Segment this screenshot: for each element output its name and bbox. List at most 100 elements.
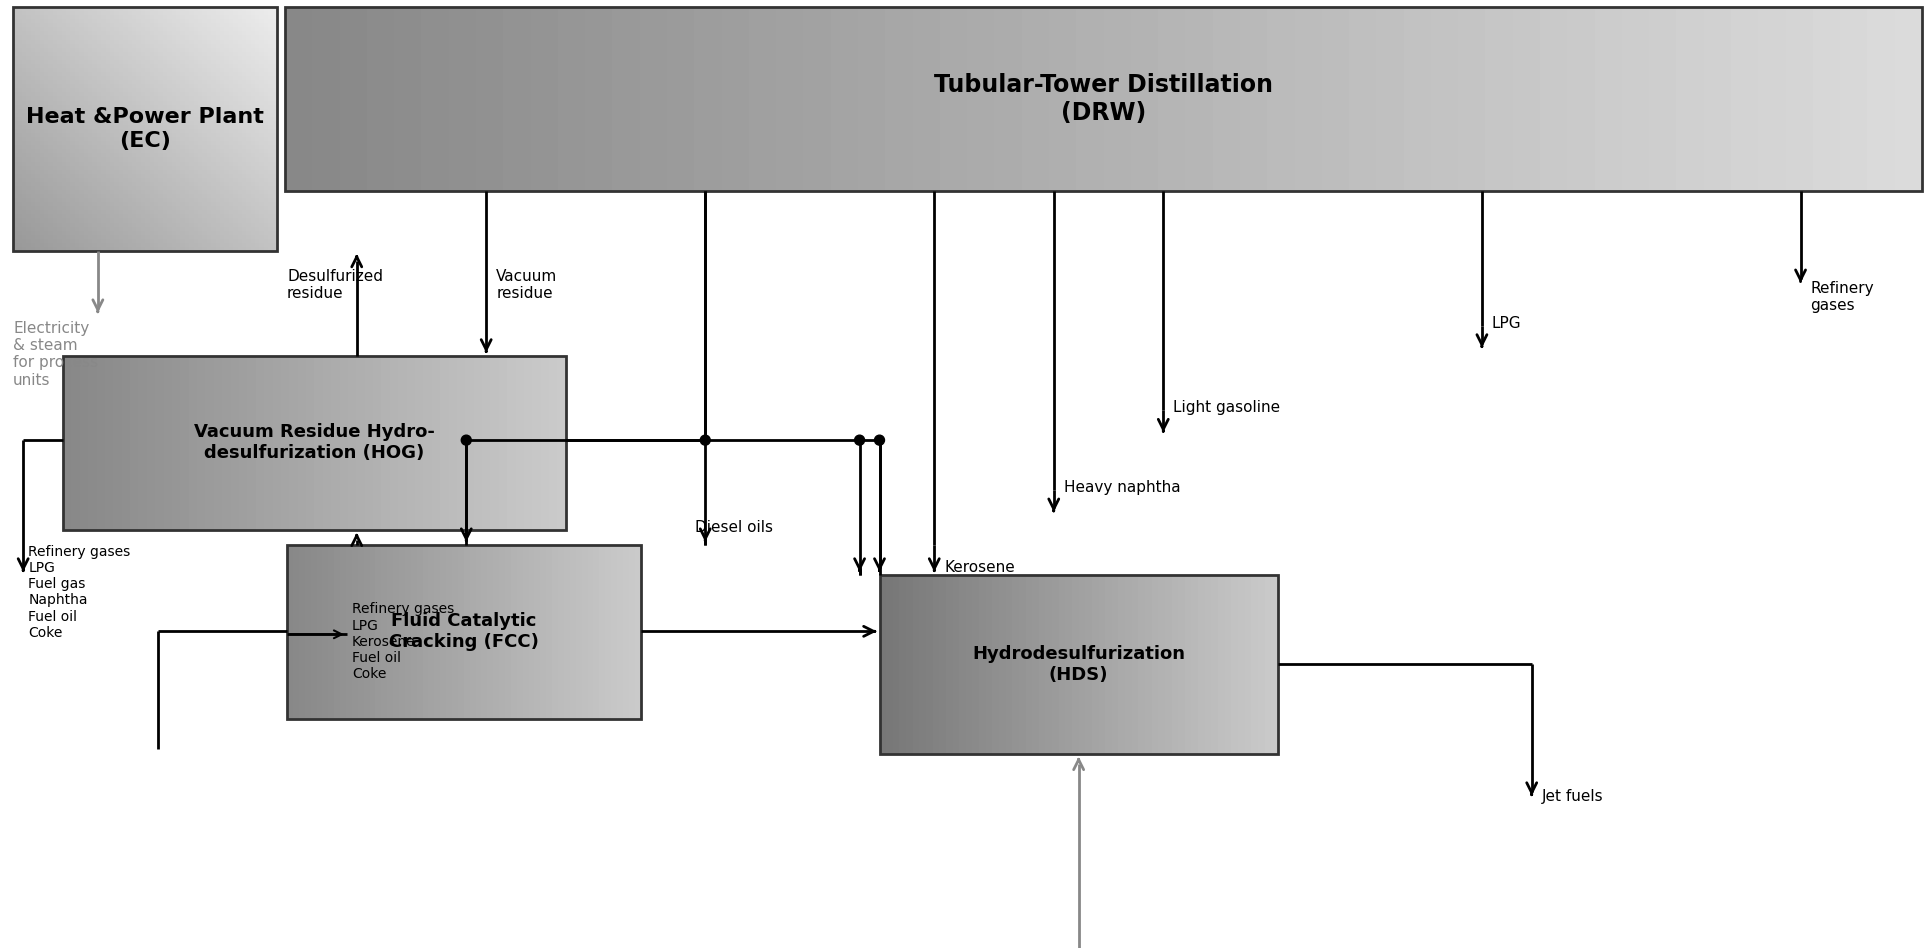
Bar <box>17 23 21 28</box>
Bar <box>185 44 189 48</box>
Bar <box>27 247 31 251</box>
Bar <box>137 181 141 186</box>
Bar <box>114 88 120 92</box>
Bar <box>100 113 106 117</box>
Bar <box>106 124 110 129</box>
Bar <box>52 92 58 97</box>
Bar <box>114 51 120 56</box>
Bar <box>120 44 123 48</box>
Bar <box>127 7 131 11</box>
Bar <box>193 11 199 15</box>
Bar <box>120 181 123 186</box>
Bar <box>89 121 93 124</box>
Bar <box>48 178 52 181</box>
Bar <box>127 153 131 158</box>
Bar <box>162 129 168 133</box>
Bar <box>13 85 17 88</box>
Bar <box>206 190 212 194</box>
Bar <box>260 51 264 56</box>
Bar <box>264 238 268 243</box>
Bar <box>131 153 137 158</box>
Bar <box>127 145 131 149</box>
Bar <box>58 64 62 68</box>
Bar <box>229 124 233 129</box>
Bar <box>199 218 202 222</box>
Bar <box>93 28 96 31</box>
Bar <box>141 23 145 28</box>
Bar <box>181 72 185 76</box>
Bar <box>216 68 220 72</box>
Text: Light gasoline: Light gasoline <box>1174 400 1280 415</box>
Bar <box>93 7 96 11</box>
Bar <box>582 544 588 719</box>
Bar <box>44 108 48 113</box>
Bar <box>540 544 546 719</box>
Bar <box>100 158 106 162</box>
Bar <box>224 133 229 137</box>
Bar <box>199 7 202 11</box>
Bar <box>172 121 175 124</box>
Bar <box>254 235 260 238</box>
Bar <box>199 215 202 219</box>
Bar <box>131 165 137 170</box>
Bar <box>58 226 62 231</box>
Bar <box>181 113 185 117</box>
Bar <box>220 88 224 92</box>
Bar <box>272 72 278 76</box>
Bar <box>141 235 145 238</box>
Bar <box>1267 7 1294 191</box>
Bar <box>83 85 89 88</box>
Bar <box>13 215 17 219</box>
Bar <box>175 137 181 142</box>
Bar <box>17 186 21 190</box>
Bar <box>185 101 189 104</box>
Bar <box>216 243 220 247</box>
Bar <box>52 235 58 238</box>
Bar <box>522 544 528 719</box>
Bar <box>185 181 189 186</box>
Bar <box>879 575 1278 753</box>
Bar <box>141 145 145 149</box>
Bar <box>557 7 586 191</box>
Bar <box>241 194 247 199</box>
Bar <box>79 23 83 28</box>
Bar <box>268 153 272 158</box>
Bar <box>162 64 168 68</box>
Bar <box>35 44 40 48</box>
Bar <box>237 48 241 51</box>
Text: Heat &Power Plant
(EC): Heat &Power Plant (EC) <box>27 107 264 151</box>
Bar <box>999 575 1006 753</box>
Bar <box>66 121 71 124</box>
Bar <box>193 238 199 243</box>
Bar <box>145 190 150 194</box>
Bar <box>31 145 35 149</box>
Bar <box>158 190 162 194</box>
Bar <box>399 544 405 719</box>
Bar <box>145 206 150 210</box>
Bar <box>93 31 96 35</box>
Bar <box>62 149 66 153</box>
Bar <box>260 142 264 145</box>
Bar <box>141 129 145 133</box>
Bar <box>220 190 224 194</box>
Bar <box>120 165 123 170</box>
Bar <box>189 186 193 190</box>
Bar <box>212 104 216 108</box>
Bar <box>268 215 272 219</box>
Bar <box>154 215 158 219</box>
Bar <box>93 68 96 72</box>
Bar <box>158 44 162 48</box>
Bar <box>93 142 96 145</box>
Bar <box>75 178 79 181</box>
Bar <box>31 218 35 222</box>
Bar <box>241 142 247 145</box>
Bar <box>189 124 193 129</box>
Bar <box>83 145 89 149</box>
Bar <box>251 40 254 44</box>
Bar <box>189 76 193 80</box>
Bar <box>13 80 17 85</box>
Bar <box>339 7 366 191</box>
Bar <box>229 23 233 28</box>
Bar <box>224 129 229 133</box>
Bar <box>154 64 158 68</box>
